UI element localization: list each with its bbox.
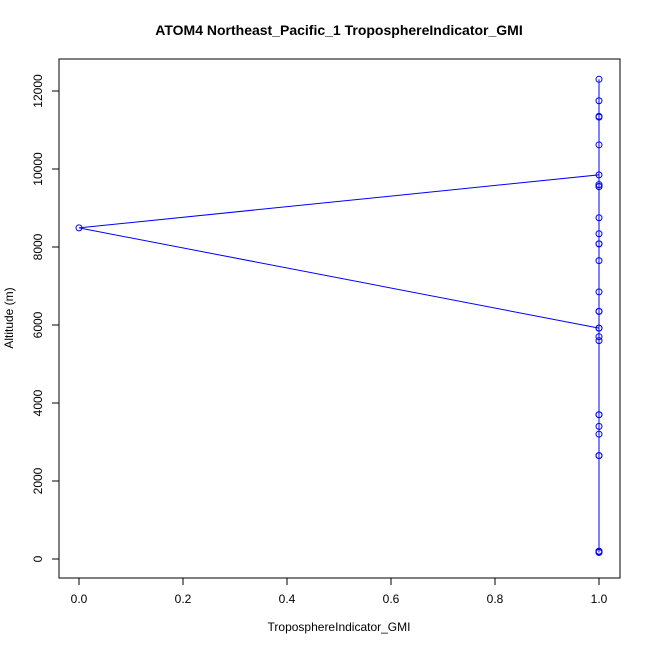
y-tick-label: 12000	[31, 74, 45, 108]
y-tick-label: 8000	[31, 233, 45, 260]
data-point	[595, 307, 603, 315]
x-tick-label: 0.2	[175, 592, 192, 606]
x-axis-label: TroposphereIndicator_GMI	[268, 620, 411, 634]
data-point	[595, 452, 603, 460]
data-point	[595, 337, 603, 345]
chart-title: ATOM4 Northeast_Pacific_1 TroposphereInd…	[155, 22, 522, 38]
data-point	[595, 97, 603, 105]
data-point	[75, 224, 83, 232]
y-tick-label: 0	[31, 555, 45, 562]
x-tick-label: 0.0	[71, 592, 88, 606]
x-tick-label: 1.0	[591, 592, 608, 606]
data-point	[595, 548, 603, 556]
y-tick-label: 10000	[31, 152, 45, 186]
data-point	[595, 430, 603, 438]
data-point	[595, 214, 603, 222]
y-axis: 0 2000 4000 6000 8000 10000 12000	[31, 74, 60, 562]
y-tick-label: 6000	[31, 311, 45, 338]
data-point	[595, 324, 603, 332]
data-point	[595, 240, 603, 248]
x-tick-label: 0.4	[279, 592, 296, 606]
data-point	[595, 112, 603, 120]
x-tick-label: 0.6	[383, 592, 400, 606]
y-tick-label: 2000	[31, 467, 45, 494]
data-point	[595, 257, 603, 265]
data-point	[595, 183, 603, 191]
data-point	[595, 75, 603, 83]
series-layer	[75, 75, 603, 556]
x-axis: 0.0 0.2 0.4 0.6 0.8 1.0	[71, 577, 608, 606]
data-point	[595, 230, 603, 238]
data-point	[595, 288, 603, 296]
plot-frame	[58, 58, 621, 579]
data-point	[595, 333, 603, 341]
data-point	[595, 181, 603, 189]
data-point	[595, 411, 603, 419]
data-point	[595, 141, 603, 149]
x-tick-label: 0.8	[487, 592, 504, 606]
y-axis-label: Altitude (m)	[2, 287, 16, 348]
data-point	[595, 171, 603, 179]
data-point	[595, 422, 603, 430]
series-line	[78, 79, 600, 553]
y-tick-label: 4000	[31, 389, 45, 416]
